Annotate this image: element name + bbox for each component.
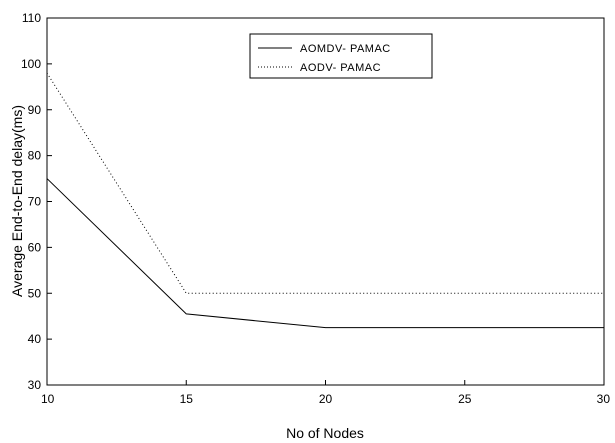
x-tick-label: 20 <box>319 392 333 406</box>
y-tick-label: 100 <box>21 57 41 71</box>
y-axis-label: Average End-to-End delay(ms) <box>9 105 25 297</box>
y-tick-label: 70 <box>28 195 42 209</box>
legend-label-aomdv: AOMDV- PAMAC <box>300 43 391 55</box>
legend-box <box>249 33 433 79</box>
y-tick-label: 80 <box>28 149 42 163</box>
y-tick-label: 40 <box>28 332 42 346</box>
x-tick-label: 15 <box>180 392 194 406</box>
y-tick-label: 90 <box>28 103 42 117</box>
x-tick-label: 10 <box>41 392 55 406</box>
x-axis-label: No of Nodes <box>286 425 364 441</box>
y-tick-label: 30 <box>28 378 42 392</box>
series-layer <box>46 72 604 329</box>
x-axis-ticks: 10 15 20 25 30 <box>41 380 610 406</box>
legend-label-aodv: AODV- PAMAC <box>300 62 381 74</box>
series-line-aomdv-pamac <box>46 178 604 329</box>
x-tick-label: 25 <box>458 392 472 406</box>
x-tick-label: 30 <box>597 392 611 406</box>
y-axis-ticks: 30 40 50 60 70 80 90 100 110 <box>21 11 52 392</box>
legend: AOMDV- PAMAC AODV- PAMAC <box>249 33 433 79</box>
y-tick-label: 50 <box>28 286 42 300</box>
y-tick-label: 110 <box>22 11 41 25</box>
series-line-aodv-pamac <box>46 72 604 294</box>
y-tick-label: 60 <box>28 240 42 254</box>
